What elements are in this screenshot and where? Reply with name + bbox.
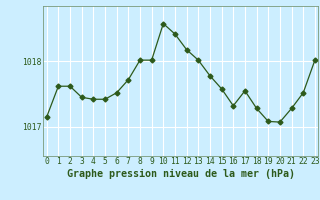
X-axis label: Graphe pression niveau de la mer (hPa): Graphe pression niveau de la mer (hPa)	[67, 169, 295, 179]
